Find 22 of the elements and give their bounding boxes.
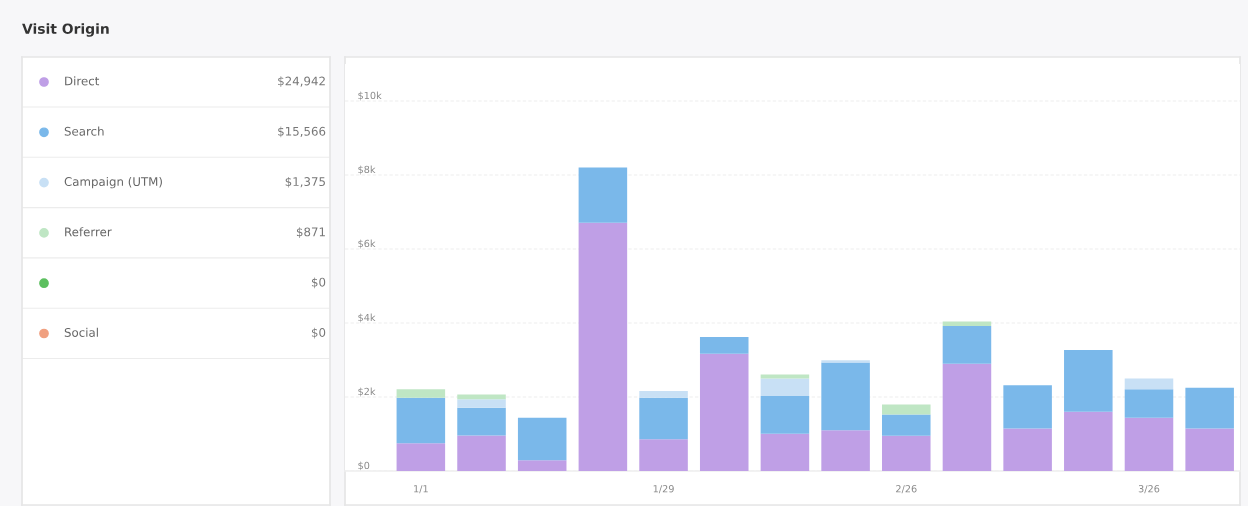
legend-label: Direct bbox=[65, 76, 100, 86]
x-tick-label: 2/26 bbox=[896, 485, 917, 494]
text: $24,942 bbox=[278, 76, 325, 87]
legend-label: Social bbox=[64, 327, 98, 337]
text: $0 bbox=[311, 277, 326, 289]
y-tick-label: $8k bbox=[358, 165, 376, 175]
text: Visit Origin bbox=[22, 23, 109, 37]
text: $1,375 bbox=[285, 176, 325, 188]
text: $15,566 bbox=[278, 126, 326, 138]
legend-label: Search bbox=[64, 126, 104, 136]
y-tick-label: $6k bbox=[358, 239, 376, 249]
legend-label: Campaign (UTM) bbox=[64, 176, 162, 189]
x-tick-label: 1/1 bbox=[414, 485, 428, 494]
y-tick-label: $10k bbox=[358, 91, 382, 101]
x-tick-label: 3/26 bbox=[1138, 485, 1160, 494]
y-tick-label: $2k bbox=[358, 387, 376, 397]
x-tick-label: 1/29 bbox=[653, 485, 674, 494]
y-tick-label: $0 bbox=[358, 461, 370, 471]
text: $0 bbox=[311, 327, 326, 339]
text: $871 bbox=[296, 227, 325, 238]
legend-label: Referrer bbox=[65, 227, 112, 237]
y-tick-label: $4k bbox=[358, 313, 376, 323]
